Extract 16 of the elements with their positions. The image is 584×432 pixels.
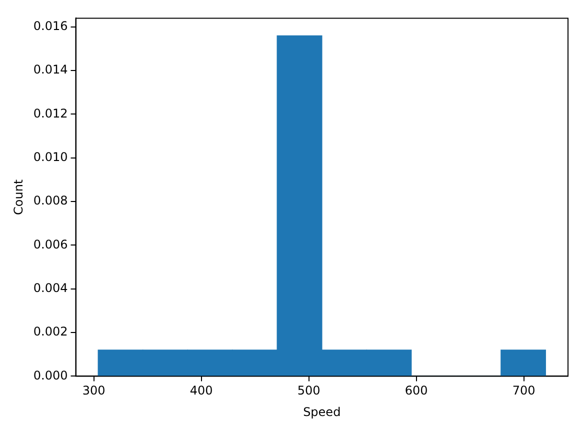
x-tick-label: 700 bbox=[512, 384, 536, 398]
x-tick-label: 500 bbox=[297, 384, 320, 398]
y-tick-label: 0.010 bbox=[33, 150, 68, 164]
x-tick-label: 400 bbox=[190, 384, 213, 398]
y-tick-label: 0.014 bbox=[33, 62, 68, 77]
y-tick-label: 0.006 bbox=[33, 237, 68, 252]
y-axis-title: Count bbox=[11, 179, 26, 216]
y-tick-label: 0.008 bbox=[33, 194, 68, 208]
y-tick-label: 0.000 bbox=[33, 368, 68, 382]
x-axis-title: Speed bbox=[303, 404, 341, 419]
x-tick-label: 600 bbox=[404, 384, 428, 398]
y-tick-label: 0.002 bbox=[33, 324, 68, 339]
x-tick-label: 300 bbox=[82, 384, 106, 398]
y-tick-label: 0.004 bbox=[33, 281, 68, 296]
y-tick-label: 0.012 bbox=[33, 106, 68, 120]
y-tick-label: 0.016 bbox=[33, 19, 68, 34]
